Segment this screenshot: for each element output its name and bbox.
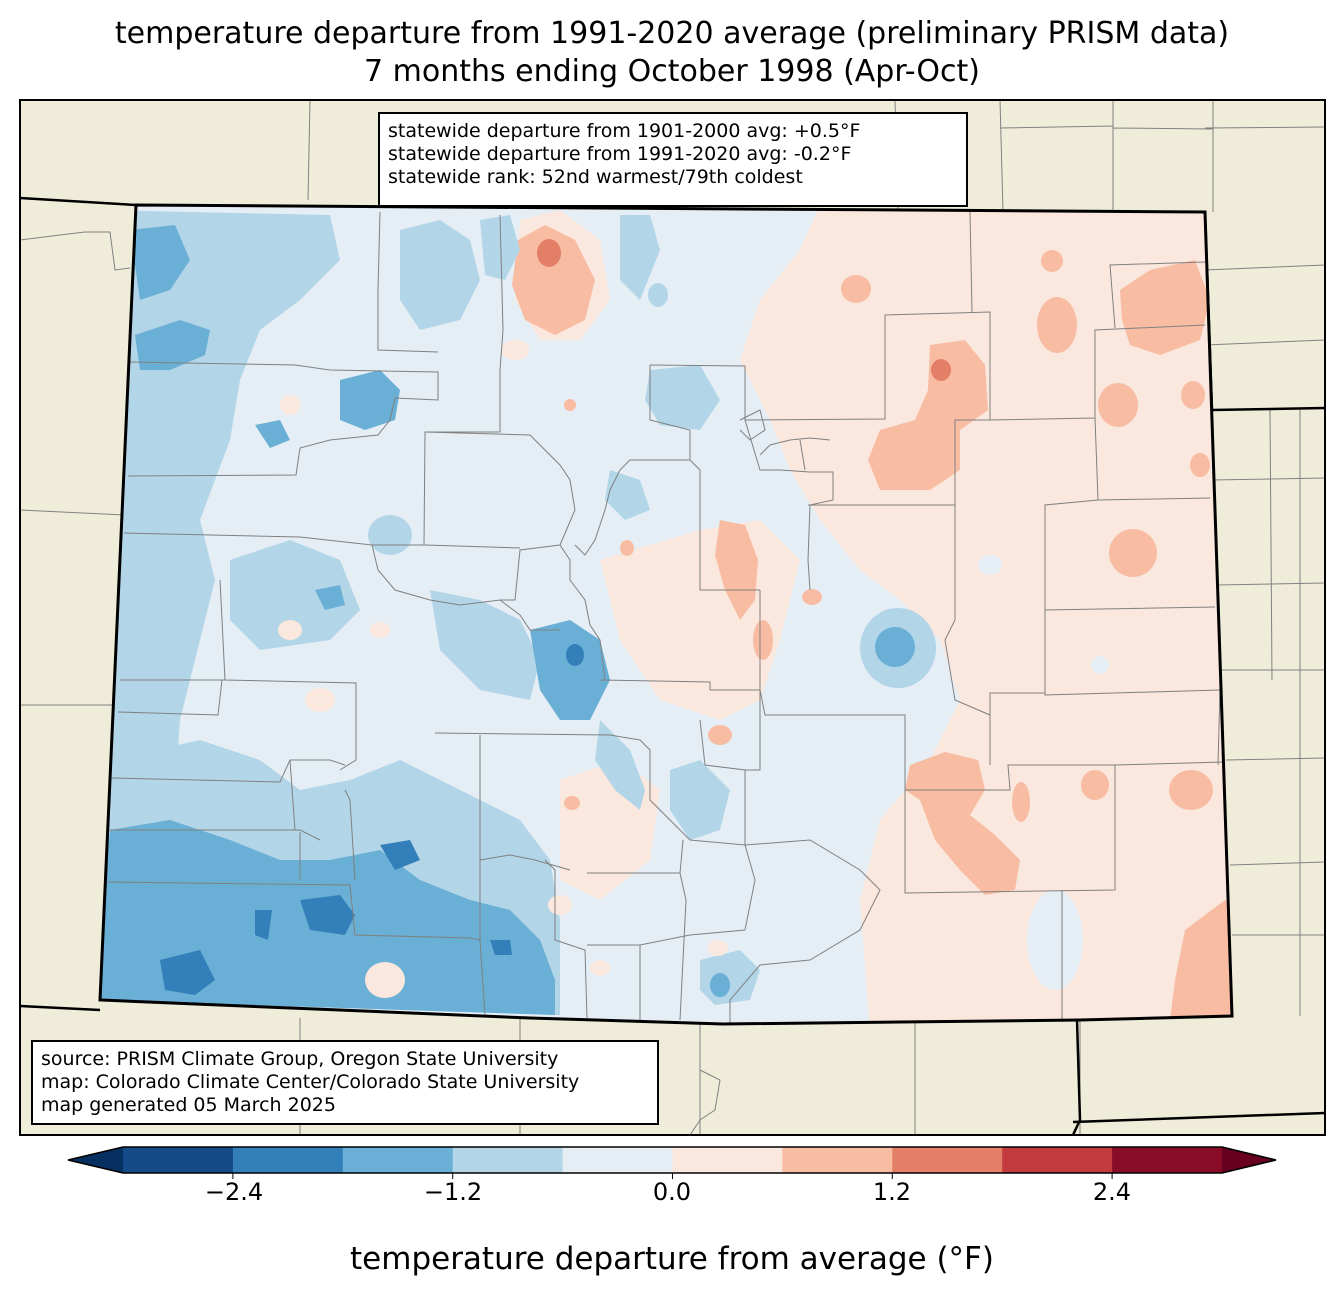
colorbar-tick-label: 1.2 — [872, 1178, 912, 1206]
source-box: source: PRISM Climate Group, Oregon Stat… — [31, 1040, 659, 1125]
colorbar-bin — [123, 1147, 234, 1173]
stat-departure-1901-2000: statewide departure from 1901-2000 avg: … — [388, 120, 861, 142]
stat-rank: statewide rank: 52nd warmest/79th coldes… — [388, 166, 803, 188]
colorbar-bin — [342, 1147, 454, 1173]
map-credit-line: map: Colorado Climate Center/Colorado St… — [41, 1071, 580, 1093]
colorbar — [67, 1146, 1277, 1179]
colorbar-bin — [1002, 1147, 1113, 1173]
colorbar-bin — [452, 1147, 564, 1173]
colorado-temperature-field — [100, 205, 1232, 1024]
statewide-stats-box: statewide departure from 1901-2000 avg: … — [378, 112, 968, 207]
colorbar-bin — [782, 1147, 893, 1173]
colorbar-extend-high — [1222, 1147, 1276, 1173]
colorbar-bin — [672, 1147, 783, 1173]
map — [19, 99, 1326, 1136]
colorbar-outline — [67, 1146, 1277, 1174]
map-title: temperature departure from 1991-2020 ave… — [114, 16, 1230, 51]
colorbar-tick-label: 0.0 — [652, 1178, 692, 1206]
colorbar-extend-low — [68, 1147, 123, 1173]
colorbar-bin — [892, 1147, 1003, 1173]
map-subtitle: 7 months ending October 1998 (Apr-Oct) — [364, 54, 980, 89]
generated-date-line: map generated 05 March 2025 — [41, 1094, 336, 1116]
colorbar-bin — [1112, 1147, 1223, 1173]
map-frame-border — [19, 99, 1326, 1136]
colorado-border — [98, 203, 1234, 1026]
colorbar-bin — [232, 1147, 344, 1173]
colorbar-tick-label: 2.4 — [1092, 1178, 1132, 1206]
colorbar-bin — [562, 1147, 673, 1173]
stat-departure-1991-2020: statewide departure from 1991-2020 avg: … — [388, 143, 852, 165]
colorbar-tick-label: −1.2 — [423, 1178, 483, 1206]
colorbar-title: temperature departure from average (°F) — [350, 1241, 994, 1277]
source-line: source: PRISM Climate Group, Oregon Stat… — [41, 1048, 559, 1070]
county-lines — [103, 211, 1226, 1024]
colorbar-tick-label: −2.4 — [204, 1178, 264, 1206]
